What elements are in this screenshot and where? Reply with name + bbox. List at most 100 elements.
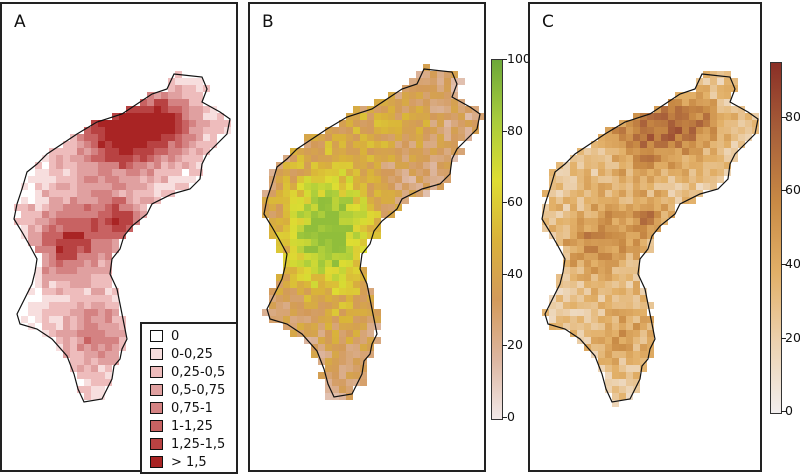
raster-cell [49,281,56,288]
raster-cell [619,169,626,176]
raster-cell [290,225,297,232]
raster-cell [619,162,626,169]
raster-cell [91,176,98,183]
raster-cell [430,162,437,169]
raster-cell [140,134,147,141]
raster-cell [570,330,577,337]
raster-cell [577,155,584,162]
raster-cell [98,393,105,400]
legend-swatch-0 [150,330,163,342]
raster-cell [346,267,353,274]
raster-cell [416,134,423,141]
raster-cell [654,127,661,134]
raster-cell [210,141,217,148]
raster-cell [42,309,49,316]
raster-cell [105,127,112,134]
region-boundary [13,73,231,403]
raster-cell [140,148,147,155]
raster-cell [682,99,689,106]
raster-cell [570,274,577,281]
raster-cell [147,127,154,134]
raster-cell [161,127,168,134]
raster-cell [311,260,318,267]
raster-cell [77,204,84,211]
raster-cell [703,127,710,134]
raster-cell [346,211,353,218]
raster-cell [423,141,430,148]
raster-cell [703,106,710,113]
raster-cell [619,253,626,260]
raster-cell [451,141,458,148]
raster-cell [98,134,105,141]
raster-cell [612,218,619,225]
raster-cell [304,246,311,253]
raster-cell [84,393,91,400]
raster-cell [717,71,724,78]
raster-cell [661,162,668,169]
raster-cell [332,190,339,197]
tick-mark [781,264,786,265]
raster-cell [605,302,612,309]
raster-cell [437,141,444,148]
raster-cell [682,176,689,183]
raster-cell [696,176,703,183]
raster-cell [395,204,402,211]
raster-cell [563,183,570,190]
raster-cell [339,218,346,225]
raster-cell [126,183,133,190]
raster-cell [381,197,388,204]
raster-cell [63,232,70,239]
raster-cell [98,211,105,218]
colorbar-c-tick-80: 80 [785,109,800,124]
raster-cell [339,358,346,365]
raster-cell [612,330,619,337]
raster-cell [682,141,689,148]
raster-cell [84,316,91,323]
raster-cell [332,155,339,162]
colorbar-b-tick-100: 100 [507,51,531,66]
raster-cell [56,162,63,169]
raster-cell [168,92,175,99]
raster-cell [360,218,367,225]
raster-cell [84,372,91,379]
tick-mark [502,202,507,203]
raster-cell [290,190,297,197]
raster-cell [689,113,696,120]
legend-a: 0 0-0,25 0,25-0,5 0,5-0,75 0,75-1 1-1,25… [140,322,238,474]
raster-cell [49,309,56,316]
raster-cell [612,260,619,267]
raster-cell [409,127,416,134]
raster-cell [290,155,297,162]
raster-cell [465,120,472,127]
raster-cell [640,197,647,204]
raster-cell [63,197,70,204]
raster-cell [84,253,91,260]
raster-cell [451,78,458,85]
raster-cell [367,190,374,197]
raster-cell [98,274,105,281]
raster-cell [42,239,49,246]
raster-cell [591,176,598,183]
raster-cell [633,127,640,134]
raster-cell [346,183,353,190]
raster-cell [325,295,332,302]
raster-cell [318,267,325,274]
raster-cell [70,351,77,358]
raster-cell [175,78,182,85]
raster-cell [189,155,196,162]
raster-cell [84,386,91,393]
raster-cell [598,288,605,295]
raster-cell [612,393,619,400]
raster-cell [689,99,696,106]
raster-cell [542,218,549,225]
raster-cell [63,344,70,351]
raster-cell [182,78,189,85]
raster-cell [647,323,654,330]
raster-cell [591,155,598,162]
raster-cell [42,218,49,225]
raster-cell [49,330,56,337]
raster-cell [626,274,633,281]
raster-cell [556,288,563,295]
raster-cell [360,197,367,204]
raster-cell [84,169,91,176]
